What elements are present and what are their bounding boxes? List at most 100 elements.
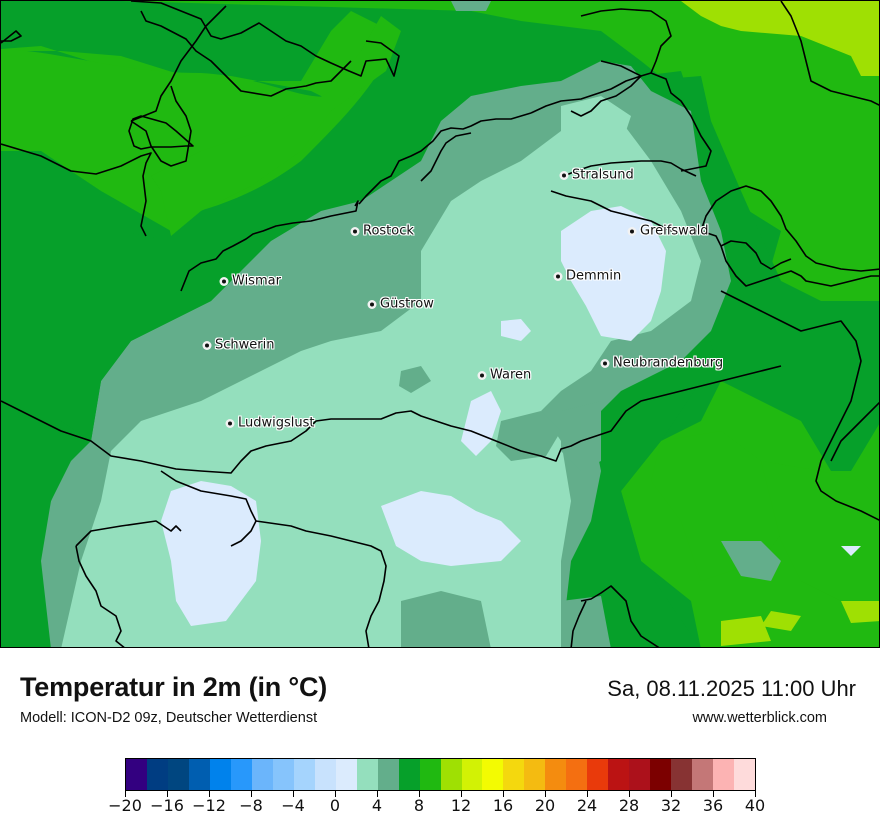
colorbar-segment (146, 759, 168, 790)
colorbar-tick-label: 40 (744, 796, 766, 815)
city-dot-icon (203, 341, 211, 349)
colorbar-segment (419, 759, 441, 790)
colorbar-tick-label: −16 (150, 796, 184, 815)
temperature-map: Stralsund Rostock Greifswald Demmin Wismar Gü… (0, 0, 880, 648)
colorbar-segment (545, 759, 567, 790)
city-marker-wismar: Wismar (220, 275, 281, 288)
city-dot-icon (351, 227, 359, 235)
colorbar-segment (629, 759, 651, 790)
city-marker-greifswald: Greifswald (628, 225, 709, 238)
colorbar-tick-label: 12 (450, 796, 472, 815)
city-label: Rostock (363, 223, 414, 239)
chart-title: Temperatur in 2m (in °C) (20, 672, 328, 702)
colorbar-tick-mark (629, 791, 630, 797)
city-dot-icon (368, 300, 376, 308)
city-marker-waren: Waren (478, 369, 531, 382)
colorbar-tick-mark (293, 791, 294, 797)
colorbar-segment (126, 759, 147, 790)
city-marker-rostock: Rostock (351, 225, 414, 238)
city-marker-neubrandenburg: Neubrandenburg (601, 357, 723, 370)
colorbar-tick-label: −20 (108, 796, 142, 815)
city-label: Stralsund (572, 167, 634, 183)
colorbar-tick-mark (335, 791, 336, 797)
colorbar-tick-mark (377, 791, 378, 797)
city-dot-icon (478, 371, 486, 379)
colorbar-tick-label: −12 (192, 796, 226, 815)
city-label: Güstrow (380, 296, 434, 312)
colorbar-segment (209, 759, 231, 790)
city-label: Greifswald (640, 223, 709, 239)
colorbar-segment (524, 759, 546, 790)
colorbar-tick-label: 28 (618, 796, 640, 815)
colorbar-segment (566, 759, 588, 790)
colorbar-tick-mark (671, 791, 672, 797)
colorbar-tick-mark (503, 791, 504, 797)
colorbar-segment (398, 759, 420, 790)
colorbar-tick-label: 16 (492, 796, 514, 815)
colorbar-segment (167, 759, 189, 790)
colorbar-tick-mark (209, 791, 210, 797)
city-marker-gstrow: Güstrow (368, 298, 434, 311)
colorbar-tick-mark (755, 791, 756, 797)
colorbar-segment (377, 759, 399, 790)
colorbar-tick-label: 36 (702, 796, 724, 815)
colorbar-tick-mark (167, 791, 168, 797)
colorbar-tick-label: 32 (660, 796, 682, 815)
colorbar-tick-mark (545, 791, 546, 797)
colorbar-tick-label: 4 (371, 796, 383, 815)
colorbar-segment (734, 759, 756, 790)
colorbar-segment (188, 759, 210, 790)
colorbar-segment (440, 759, 462, 790)
colorbar-segment (356, 759, 378, 790)
colorbar-tick-mark (461, 791, 462, 797)
city-marker-stralsund: Stralsund (560, 169, 634, 182)
city-dot-icon (560, 171, 568, 179)
colorbar-tick-label: 0 (329, 796, 341, 815)
colorbar-tick-label: 24 (576, 796, 598, 815)
colorbar-segment (272, 759, 294, 790)
colorbar-segment (650, 759, 672, 790)
colorbar-segment (587, 759, 609, 790)
colorbar-segment (314, 759, 336, 790)
colorbar-ticks: −20 −16 −12 −8 −4 0 4 8 12 16 20 24 28 32 36 40 (108, 791, 765, 821)
city-label: Neubrandenburg (613, 355, 724, 371)
city-dot-icon (226, 419, 234, 427)
colorbar-tick-label: 20 (534, 796, 556, 815)
city-dot-icon (601, 359, 609, 367)
colorbar-segment (335, 759, 357, 790)
city-label: Waren (490, 367, 532, 383)
colorbar-segment (692, 759, 714, 790)
city-marker-ludwigslust: Ludwigslust (226, 417, 315, 430)
colorbar-tick-label: −8 (239, 796, 263, 815)
city-label: Schwerin (215, 337, 275, 353)
colorbar-tick-mark (419, 791, 420, 797)
colorbar-tick-mark (587, 791, 588, 797)
colorbar-tick-label: 8 (413, 796, 425, 815)
colorbar-segment (608, 759, 630, 790)
city-label: Wismar (232, 273, 281, 289)
colorbar-segment (251, 759, 273, 790)
city-label: Ludwigslust (238, 415, 315, 431)
city-marker-schwerin: Schwerin (203, 339, 274, 352)
city-dot-icon (628, 227, 636, 235)
colorbar-tick-label: −4 (281, 796, 305, 815)
city-marker-demmin: Demmin (554, 270, 621, 283)
colorbar-tick-mark (713, 791, 714, 797)
city-dot-icon (554, 272, 562, 280)
colorbar-segment (713, 759, 735, 790)
temperature-field (1, 1, 879, 647)
website-link[interactable]: www.wetterblick.com (692, 710, 827, 726)
colorbar-segment (230, 759, 252, 790)
colorbar-tick-mark (125, 791, 126, 797)
temperature-colorbar (125, 758, 756, 791)
colorbar-segment (482, 759, 504, 790)
colorbar-segment (671, 759, 693, 790)
colorbar-segment (293, 759, 315, 790)
forecast-datetime: Sa, 08.11.2025 11:00 Uhr (607, 676, 856, 701)
model-subtitle: Modell: ICON-D2 09z, Deutscher Wetterdie… (20, 710, 318, 726)
colorbar-tick-mark (251, 791, 252, 797)
city-label: Demmin (566, 268, 622, 284)
colorbar-segment (503, 759, 525, 790)
colorbar-segment (461, 759, 483, 790)
city-dot-icon (220, 277, 228, 285)
